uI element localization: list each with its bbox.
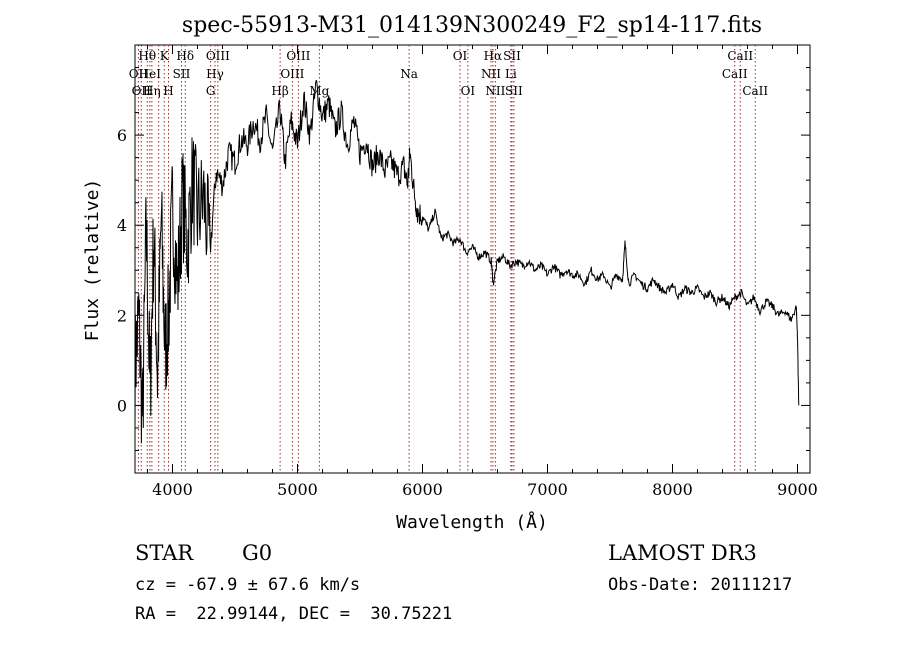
series-layer: [134, 79, 800, 444]
x-tick-label: 6000: [402, 480, 443, 499]
line-labels: OIIOIIHθHeIHηKHSIIHδGHγOIIIHβOIIIOIIIMgN…: [129, 49, 769, 98]
line-label: Hθ: [138, 49, 156, 63]
y-axis-label: Flux (relative): [82, 179, 103, 342]
line-label: Hα: [484, 49, 503, 63]
line-label: Hη: [143, 84, 161, 98]
redshift-readout: cz = -67.9 ± 67.6 km/s: [135, 575, 361, 595]
line-label: Hβ: [271, 84, 288, 98]
x-axis-label: Wavelength (Å): [396, 511, 548, 533]
y-tick-label: 6: [117, 126, 127, 145]
line-label: OI: [453, 49, 468, 63]
line-label: OIII: [280, 67, 304, 81]
line-label: Na: [400, 67, 418, 81]
line-label: OIII: [206, 49, 230, 63]
y-tick-label: 4: [117, 216, 127, 235]
plot-frame: [134, 44, 811, 474]
line-label: OII: [132, 84, 152, 98]
obs-date: Obs-Date: 20111217: [608, 575, 793, 595]
line-label: OIII: [286, 49, 310, 63]
spectrum-series: [134, 79, 800, 444]
survey-name: LAMOST DR3: [608, 541, 757, 565]
line-label: SII: [173, 67, 191, 81]
object-subclass: G0: [242, 541, 273, 565]
line-label: CaII: [742, 84, 768, 98]
x-tick-label: 5000: [277, 480, 318, 499]
x-tick-label: 8000: [652, 480, 693, 499]
line-markers: [137, 45, 756, 473]
line-label: NII: [481, 67, 501, 81]
line-label: CaII: [727, 49, 753, 63]
line-label: Hγ: [206, 67, 224, 81]
chart-title: spec-55913-M31_014139N300249_F2_sp14-117…: [182, 13, 762, 38]
y-axis: 0 2 4 6: [117, 44, 810, 474]
x-tick-label: 7000: [527, 480, 568, 499]
ra-dec-readout: RA = 22.99144, DEC = 30.75221: [135, 604, 453, 624]
x-tick-label: 4000: [152, 480, 193, 499]
line-label: OII: [129, 67, 149, 81]
line-label: SII: [503, 49, 521, 63]
line-label: G: [206, 84, 216, 98]
object-class: STAR: [135, 541, 194, 565]
x-tick-label: 9000: [777, 480, 818, 499]
line-label: SII: [505, 84, 523, 98]
line-label: OI: [461, 84, 476, 98]
x-axis: 4000 5000 6000 7000 8000 9000: [147, 45, 818, 499]
y-tick-label: 0: [117, 396, 127, 415]
line-label: H: [163, 84, 173, 98]
line-label: NII: [485, 84, 505, 98]
line-label: Li: [505, 67, 517, 81]
line-label: K: [160, 49, 170, 63]
line-label: Mg: [309, 84, 329, 98]
y-tick-label: 2: [117, 306, 127, 325]
line-label: Hδ: [176, 49, 194, 63]
line-label: CaII: [722, 67, 748, 81]
line-label: HeI: [139, 67, 162, 81]
